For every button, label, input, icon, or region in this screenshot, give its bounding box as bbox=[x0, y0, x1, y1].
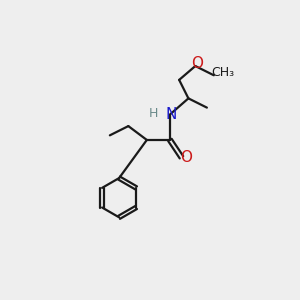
Text: H: H bbox=[149, 107, 158, 120]
Text: N: N bbox=[165, 107, 177, 122]
Text: O: O bbox=[191, 56, 203, 71]
Text: O: O bbox=[181, 150, 193, 165]
Text: CH₃: CH₃ bbox=[211, 67, 234, 80]
